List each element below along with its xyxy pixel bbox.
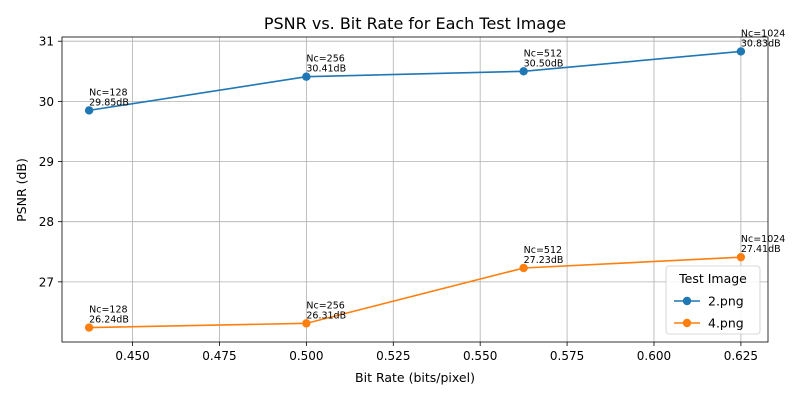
data-point xyxy=(736,47,746,56)
data-point xyxy=(519,67,528,76)
data-label-count: Nc=512 xyxy=(524,245,562,256)
data-point xyxy=(736,252,746,262)
data-label: Nc=256 30.41dB xyxy=(306,54,346,75)
ticks: 0.450 0.475 0.500 0.525 0.550 0.575 0.600 0.625… xyxy=(39,35,758,363)
data-label: Nc=512 30.50dB xyxy=(524,48,564,69)
x-tick-label: 0.450 xyxy=(115,349,149,363)
x-tick-label: 0.575 xyxy=(550,349,584,363)
data-label-value: 29.85dB xyxy=(89,97,129,108)
y-tick-label: 29 xyxy=(39,155,54,169)
x-tick-label: 0.625 xyxy=(724,349,758,363)
x-tick-label: 0.475 xyxy=(202,349,236,363)
legend-title: Test Image xyxy=(678,271,747,286)
data-label-count: Nc=256 xyxy=(306,300,344,311)
data-point xyxy=(84,106,94,115)
data-label: Nc=1024 27.41dB xyxy=(741,234,785,255)
legend-entry-label: 2.png xyxy=(708,294,744,309)
data-label: Nc=128 29.85dB xyxy=(89,87,129,108)
data-label-count: Nc=512 xyxy=(524,48,562,59)
chart-title: PSNR vs. Bit Rate for Each Test Image xyxy=(264,14,566,33)
data-label-value: 26.31dB xyxy=(306,310,346,321)
x-tick-label: 0.525 xyxy=(376,349,410,363)
y-tick-label: 31 xyxy=(39,35,54,49)
legend-box xyxy=(665,265,761,335)
y-tick-label: 28 xyxy=(39,215,54,229)
data-label-value: 27.41dB xyxy=(741,244,781,255)
data-label-value: 30.50dB xyxy=(524,58,564,69)
x-tick-label: 0.550 xyxy=(463,349,497,363)
plot-frame xyxy=(61,36,769,343)
data-label: Nc=1024 30.83dB xyxy=(741,28,785,49)
data-point xyxy=(302,72,311,81)
legend-swatch-marker xyxy=(682,318,692,328)
data-label-value: 30.41dB xyxy=(306,64,346,75)
series-line xyxy=(89,256,741,329)
y-tick-label: 30 xyxy=(39,95,54,109)
data-label-value: 26.24dB xyxy=(89,315,129,326)
y-tick-label: 27 xyxy=(39,275,54,289)
data-label-count: Nc=1024 xyxy=(741,28,785,39)
data-point xyxy=(519,263,528,273)
legend-swatch-marker xyxy=(682,296,692,306)
data-label-count: Nc=128 xyxy=(89,87,127,98)
data-label: Nc=128 26.24dB xyxy=(89,305,129,326)
data-label-value: 27.23dB xyxy=(524,255,564,266)
data-point xyxy=(84,323,94,332)
series-line xyxy=(88,50,741,112)
data-label-count: Nc=1024 xyxy=(741,234,785,245)
data-label: Nc=512 27.23dB xyxy=(524,245,564,266)
legend: Test Image 2.png 4.png xyxy=(665,265,761,335)
x-tick-label: 0.600 xyxy=(637,349,671,363)
grid xyxy=(62,37,768,342)
x-tick-label: 0.500 xyxy=(289,349,323,363)
data-label-count: Nc=256 xyxy=(306,54,344,65)
x-axis-label: Bit Rate (bits/pixel) xyxy=(355,370,475,385)
data-point xyxy=(302,319,311,328)
y-axis-label: PSNR (dB) xyxy=(14,158,29,222)
data-label-value: 30.83dB xyxy=(741,38,781,49)
legend-entry-label: 4.png xyxy=(708,316,744,331)
data-label-count: Nc=128 xyxy=(89,305,127,316)
data-label: Nc=256 26.31dB xyxy=(306,300,346,321)
